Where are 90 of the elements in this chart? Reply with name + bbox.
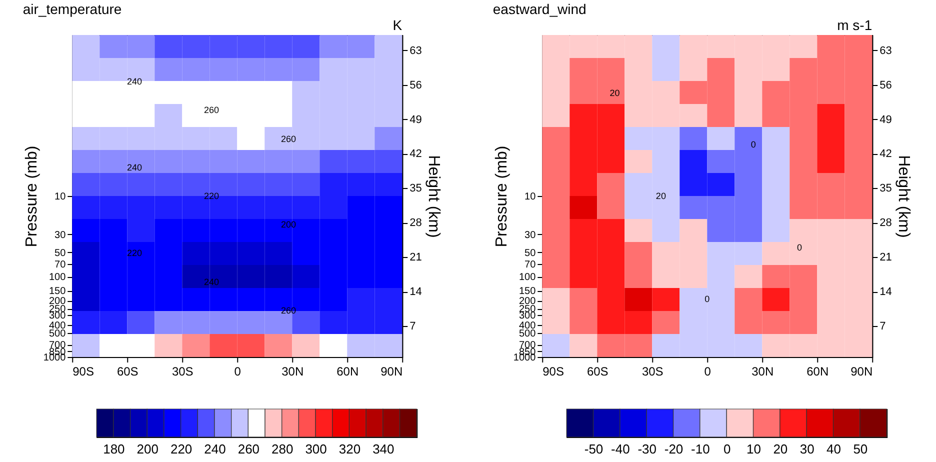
y-tick-label: 10 <box>54 192 66 202</box>
color-bar-label: 10 <box>746 442 761 456</box>
y2-tick-label: 56 <box>880 79 892 92</box>
x-tick-label: 30S <box>172 364 194 378</box>
color-bar-label: -40 <box>611 442 630 456</box>
chart-title: eastward_wind <box>492 1 586 17</box>
y2-tick-label: 7 <box>410 320 416 333</box>
annotation: 260 <box>280 134 296 144</box>
annotation: 200 <box>280 220 296 230</box>
y2-axis-title: Height (km) <box>424 155 442 238</box>
annotation: 0 <box>704 294 710 304</box>
y2-axis-title: Height (km) <box>894 155 912 238</box>
y-tick-label: 30 <box>524 230 536 241</box>
y-tick-label: 70 <box>54 260 66 271</box>
y-tick-label: 50 <box>524 248 536 259</box>
color-bar-label: 320 <box>338 442 361 456</box>
y-tick-label: 70 <box>524 260 536 271</box>
y-axis-title: Pressure (mb) <box>493 146 510 248</box>
y2-tick-label: 28 <box>410 217 422 230</box>
x-tick-label: 90N <box>850 364 873 378</box>
annotation: 240 <box>126 162 142 172</box>
x-tick-label: 0 <box>704 364 712 378</box>
y2-tick-label: 21 <box>880 252 892 264</box>
x-tick-label: 30N <box>282 364 304 378</box>
annotation: 20 <box>656 191 666 201</box>
y-tick-label: 100 <box>518 272 536 283</box>
y-tick-label: 50 <box>54 248 66 259</box>
color-bar-label: 30 <box>800 442 814 456</box>
color-bar-label: 280 <box>272 442 294 456</box>
annotation: 0 <box>750 139 756 150</box>
annotation: 20 <box>610 88 620 98</box>
color-bar-label: 220 <box>170 442 192 456</box>
x-tick-label: 90S <box>72 364 94 378</box>
x-tick-label: 60N <box>336 364 359 378</box>
y2-tick-label: 63 <box>410 44 422 57</box>
x-tick-label: 0 <box>234 364 242 378</box>
y2-tick-label: 49 <box>880 114 892 126</box>
color-bar-label: -10 <box>691 442 710 456</box>
color-bar-label: 180 <box>103 442 125 456</box>
annotation: 220 <box>204 191 219 201</box>
color-bar-label: 300 <box>305 442 327 456</box>
annotation: 260 <box>204 105 219 116</box>
y-tick-label: 150 <box>518 286 536 298</box>
y2-tick-label: 14 <box>410 286 422 298</box>
y-tick-label: 1000 <box>43 352 66 364</box>
color-bar-label: 0 <box>723 442 731 456</box>
color-bar-label: 40 <box>826 442 841 456</box>
y-tick-label: 500 <box>48 328 66 340</box>
annotation: 240 <box>204 276 219 287</box>
color-bar-label: 50 <box>853 442 868 456</box>
annotation: 0 <box>797 242 802 253</box>
chart-title: air_temperature <box>22 1 122 17</box>
y2-tick-label: 7 <box>880 320 886 333</box>
annotation: 220 <box>126 248 142 258</box>
x-tick-label: 30N <box>752 364 774 378</box>
color-bar-label: 240 <box>204 442 226 456</box>
y-tick-label: 30 <box>54 230 66 241</box>
y2-tick-label: 63 <box>880 44 892 57</box>
y2-tick-label: 42 <box>410 148 422 160</box>
x-tick-label: 60N <box>806 364 829 378</box>
y2-tick-label: 21 <box>410 252 422 264</box>
y-axis-title: Pressure (mb) <box>23 146 40 248</box>
y-tick-label: 150 <box>48 286 66 298</box>
y2-tick-label: 14 <box>880 286 892 298</box>
annotation: 240 <box>126 76 142 87</box>
color-bar-label: -20 <box>664 442 684 456</box>
y2-tick-label: 35 <box>880 182 892 195</box>
x-tick-label: 30S <box>642 364 664 378</box>
color-bar-label: 260 <box>238 442 260 456</box>
color-bar-title: K <box>392 17 403 33</box>
y2-tick-label: 49 <box>410 114 422 126</box>
y-tick-label: 100 <box>48 272 66 283</box>
x-tick-label: 90S <box>542 364 564 378</box>
x-tick-label: 90N <box>380 364 403 378</box>
y-tick-label: 10 <box>524 192 536 202</box>
color-bar-label: -50 <box>584 442 604 456</box>
y2-tick-label: 56 <box>410 79 422 92</box>
color-bar-title: m s-1 <box>837 17 872 33</box>
color-bar-label: -30 <box>638 442 656 456</box>
x-tick-label: 60S <box>586 364 608 378</box>
color-bar-label: 340 <box>372 442 394 456</box>
y2-tick-label: 35 <box>410 182 422 195</box>
color-bar-label: 200 <box>136 442 158 456</box>
color-bar-label: 20 <box>773 442 788 456</box>
y2-tick-label: 42 <box>880 148 892 160</box>
y-tick-label: 1000 <box>513 352 536 364</box>
y-tick-label: 500 <box>518 328 536 340</box>
x-tick-label: 60S <box>116 364 138 378</box>
annotation: 260 <box>280 305 296 316</box>
y2-tick-label: 28 <box>880 217 892 230</box>
